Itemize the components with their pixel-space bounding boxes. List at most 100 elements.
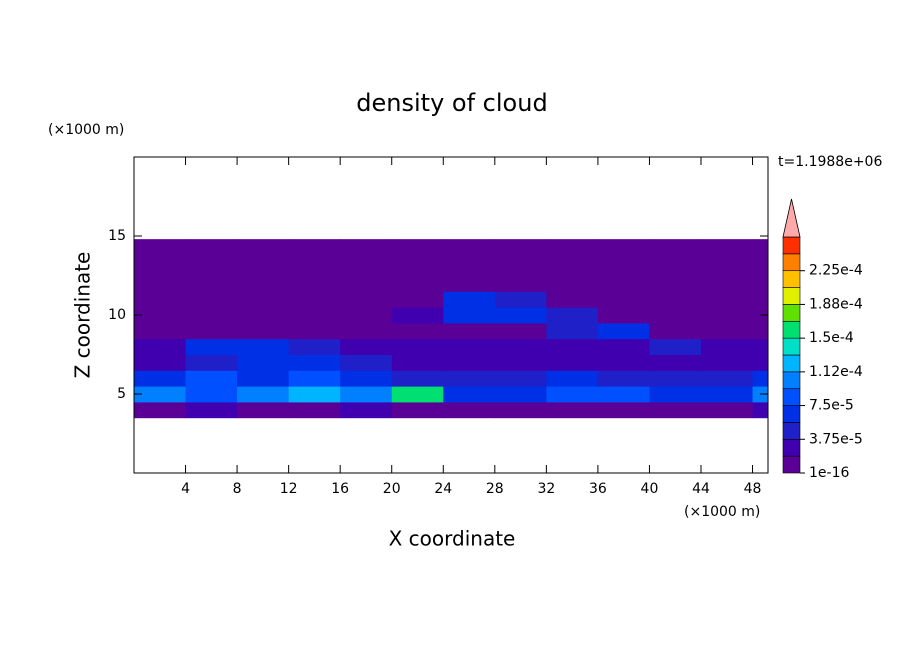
contour-cell — [752, 354, 769, 371]
colorbar-band — [782, 422, 801, 440]
colorbar-band — [782, 438, 801, 457]
contour-cell — [288, 259, 341, 276]
contour-cell — [597, 338, 650, 355]
contour-cell — [649, 370, 702, 387]
contour-cell — [340, 259, 393, 276]
contour-cell — [237, 338, 290, 355]
colorbar-band — [782, 405, 801, 423]
contour-cell — [134, 386, 187, 403]
contour-cell — [237, 307, 290, 324]
contour-cell — [597, 322, 650, 340]
contour-cell — [700, 259, 754, 276]
contour-cell — [649, 275, 702, 292]
colorbar-band — [782, 236, 801, 255]
contour-cell — [443, 370, 496, 387]
contour-cell — [134, 338, 187, 355]
contour-cell — [391, 354, 444, 371]
colorbar-tick-label: 1.88e-4 — [809, 296, 863, 312]
contour-cell — [391, 401, 444, 419]
time-annotation: t=1.1988e+06 — [778, 154, 882, 170]
contour-cell — [237, 354, 290, 371]
contour-cell — [649, 259, 702, 276]
x-tick-label: 48 — [744, 481, 762, 497]
colorbar-band — [782, 270, 801, 288]
contour-cell — [546, 401, 599, 419]
contour-cell — [597, 370, 650, 387]
contour-cell — [391, 386, 444, 403]
contour-cell — [443, 354, 496, 371]
contour-cell — [340, 322, 393, 340]
contour-cell — [752, 322, 769, 340]
contour-cell — [752, 239, 769, 261]
colorbar-band — [782, 354, 801, 373]
contour-cell — [340, 291, 393, 308]
contour-cell — [443, 275, 496, 292]
contour-cell — [185, 354, 238, 371]
contour-cell — [546, 354, 599, 371]
chart-title: density of cloud — [356, 89, 547, 117]
contour-cell — [237, 370, 290, 387]
x-tick-label: 32 — [537, 481, 555, 497]
contour-cell — [597, 291, 650, 308]
x-tick-label: 28 — [486, 481, 504, 497]
colorbar-band — [782, 320, 801, 339]
contour-cell — [597, 307, 650, 324]
x-tick-label: 8 — [233, 481, 242, 497]
contour-cell — [185, 322, 238, 340]
colorbar-tick-label: 3.75e-5 — [809, 431, 863, 447]
contour-cell — [288, 307, 341, 324]
contour-cell — [185, 259, 238, 276]
contour-cell — [700, 370, 754, 387]
contour-cell — [288, 338, 341, 355]
contour-cell — [494, 338, 547, 355]
contour-cell — [752, 291, 769, 308]
contour-cell — [134, 370, 187, 387]
contour-cell — [340, 307, 393, 324]
colorbar-band — [782, 371, 801, 390]
contour-cell — [237, 259, 290, 276]
contour-cell — [494, 259, 547, 276]
contour-cell — [340, 275, 393, 292]
colorbar-band — [782, 253, 801, 272]
contour-cell — [494, 401, 547, 419]
contour-cell — [494, 291, 547, 308]
contour-cell — [752, 259, 769, 276]
y-tick-label: 5 — [117, 386, 126, 402]
contour-cell — [443, 386, 496, 403]
y-axis-label: Z coordinate — [71, 252, 95, 379]
contour-cell — [649, 239, 702, 261]
contour-cell — [237, 322, 290, 340]
colorbar-tick-label: 1.12e-4 — [809, 364, 863, 380]
contour-cell — [237, 386, 290, 403]
contour-cell — [752, 401, 769, 419]
contour-cell — [185, 370, 238, 387]
contour-cell — [391, 338, 444, 355]
contour-cell — [288, 275, 341, 292]
contour-cell — [649, 386, 702, 403]
contour-cell — [443, 239, 496, 261]
contour-cell — [546, 291, 599, 308]
contour-cell — [546, 259, 599, 276]
contour-cell — [391, 275, 444, 292]
contour-cell — [649, 322, 702, 340]
contour-cell — [494, 354, 547, 371]
y-tick-label: 15 — [108, 228, 126, 244]
x-tick-label: 16 — [331, 481, 349, 497]
contour-cell — [134, 307, 187, 324]
contour-cell — [340, 239, 393, 261]
contour-cell — [391, 259, 444, 276]
contour-cell — [443, 322, 496, 340]
contour-cell — [185, 307, 238, 324]
x-tick-label: 4 — [181, 481, 190, 497]
contour-cell — [237, 291, 290, 308]
x-tick-label: 44 — [692, 481, 710, 497]
colorbar-extend — [782, 198, 801, 238]
contour-cell — [597, 386, 650, 403]
contour-cell — [649, 307, 702, 324]
contour-cell — [185, 338, 238, 355]
contour-cell — [288, 322, 341, 340]
contour-cell — [597, 259, 650, 276]
contour-cell — [443, 307, 496, 324]
colorbar-band — [782, 388, 801, 406]
